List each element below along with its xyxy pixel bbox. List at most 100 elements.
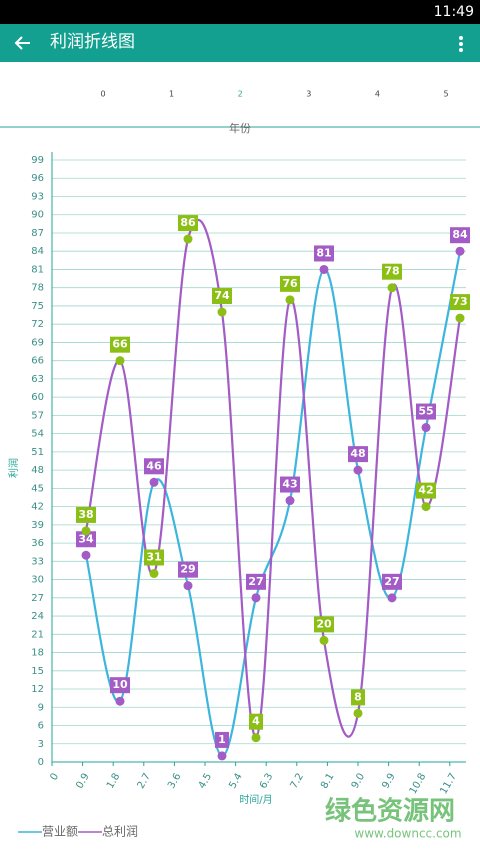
data-point xyxy=(81,550,91,560)
x-tick-label: 9.9 xyxy=(380,772,397,791)
x-tick-label: 2.7 xyxy=(136,772,153,791)
y-tick-label: 93 xyxy=(31,191,44,202)
data-label-box xyxy=(450,227,470,244)
x-tick-label: 7.2 xyxy=(289,772,306,791)
top-axis-tick-label: 0 xyxy=(100,90,105,99)
y-tick-label: 81 xyxy=(31,264,44,275)
data-label-box xyxy=(382,263,402,280)
x-tick-label: 4.5 xyxy=(197,772,214,791)
data-label-box xyxy=(450,294,470,311)
data-label: 27 xyxy=(384,575,399,588)
data-label-box xyxy=(212,288,232,305)
x-tick-label: 1.8 xyxy=(105,772,122,791)
data-label-box xyxy=(416,482,436,499)
data-point xyxy=(319,264,329,274)
y-tick-label: 15 xyxy=(31,666,44,677)
x-tick-label: 5.4 xyxy=(227,772,244,791)
y-tick-label: 21 xyxy=(31,629,44,640)
data-point xyxy=(149,568,159,578)
data-label: 73 xyxy=(452,295,467,308)
y-tick-label: 78 xyxy=(31,283,44,294)
data-label: 10 xyxy=(112,678,128,691)
y-tick-label: 84 xyxy=(31,246,44,257)
y-tick-label: 42 xyxy=(31,502,44,513)
data-label-box xyxy=(110,336,130,353)
data-point xyxy=(455,313,465,323)
data-point xyxy=(421,502,431,512)
data-label: 48 xyxy=(350,447,365,460)
menu-button[interactable] xyxy=(459,36,463,52)
data-label: 27 xyxy=(248,575,263,588)
x-tick-label: 0 xyxy=(48,772,61,783)
watermark-url: www.downcc.com xyxy=(354,827,461,841)
x-tick-label: 11.7 xyxy=(438,772,459,797)
data-label-box xyxy=(144,549,164,566)
y-tick-label: 66 xyxy=(31,356,44,367)
data-label-box xyxy=(416,403,436,420)
series-line xyxy=(84,251,462,758)
y-tick-label: 6 xyxy=(38,721,44,732)
data-point xyxy=(353,708,363,718)
y-tick-label: 24 xyxy=(31,611,44,622)
y-tick-label: 87 xyxy=(31,228,44,239)
data-point xyxy=(285,295,295,305)
y-tick-label: 12 xyxy=(31,684,44,695)
data-label: 29 xyxy=(180,563,195,576)
data-point xyxy=(455,246,465,256)
data-point xyxy=(421,423,431,433)
legend-label: 营业额 xyxy=(42,825,78,839)
x-tick-label: 0.9 xyxy=(74,772,91,791)
data-label: 38 xyxy=(78,508,93,521)
data-label: 1 xyxy=(218,733,226,746)
data-label: 42 xyxy=(418,484,433,497)
data-label-box xyxy=(178,561,198,578)
data-label-box xyxy=(110,677,130,694)
app-bar xyxy=(0,24,480,62)
top-axis-tick-label: 2 xyxy=(238,90,243,99)
data-point xyxy=(387,593,397,603)
data-label-box xyxy=(280,476,300,493)
y-tick-label: 18 xyxy=(31,648,44,659)
data-point xyxy=(149,477,159,487)
data-label: 46 xyxy=(146,459,162,472)
y-tick-label: 75 xyxy=(31,301,44,312)
data-label-box xyxy=(215,731,229,748)
data-point xyxy=(319,635,329,645)
top-axis-tick-label: 1 xyxy=(169,90,174,99)
y-tick-label: 30 xyxy=(31,575,44,586)
top-axis-label: 年份 xyxy=(229,121,251,135)
watermark-title: 绿色资源网 xyxy=(325,796,455,827)
data-point xyxy=(217,751,227,761)
status-bar xyxy=(0,0,480,24)
data-label: 76 xyxy=(282,277,298,290)
y-axis-label: 利润 xyxy=(7,458,20,478)
data-label: 66 xyxy=(112,338,128,351)
y-tick-label: 9 xyxy=(38,702,44,713)
data-label: 86 xyxy=(180,216,196,229)
y-tick-label: 99 xyxy=(31,155,44,166)
x-tick-label: 6.3 xyxy=(258,772,275,791)
x-axis-label: 时间/月 xyxy=(239,793,272,806)
series-line xyxy=(84,218,462,739)
y-tick-label: 60 xyxy=(31,392,44,403)
data-label: 8 xyxy=(354,690,362,703)
y-tick-label: 45 xyxy=(31,483,44,494)
data-label-box xyxy=(314,616,334,633)
y-tick-label: 51 xyxy=(31,447,44,458)
data-point xyxy=(251,593,261,603)
data-label-box xyxy=(348,446,368,463)
data-point xyxy=(251,733,261,743)
data-label-box xyxy=(246,573,266,590)
data-label-box xyxy=(249,713,263,730)
x-tick-label: 8.1 xyxy=(319,772,336,791)
back-button[interactable] xyxy=(14,36,30,50)
data-label: 43 xyxy=(282,478,297,491)
data-label: 55 xyxy=(418,405,433,418)
data-label-box xyxy=(144,458,164,475)
data-label-box xyxy=(178,215,198,232)
y-tick-label: 63 xyxy=(31,374,44,385)
top-axis-tick-label: 4 xyxy=(375,90,380,99)
y-tick-label: 48 xyxy=(31,465,44,476)
